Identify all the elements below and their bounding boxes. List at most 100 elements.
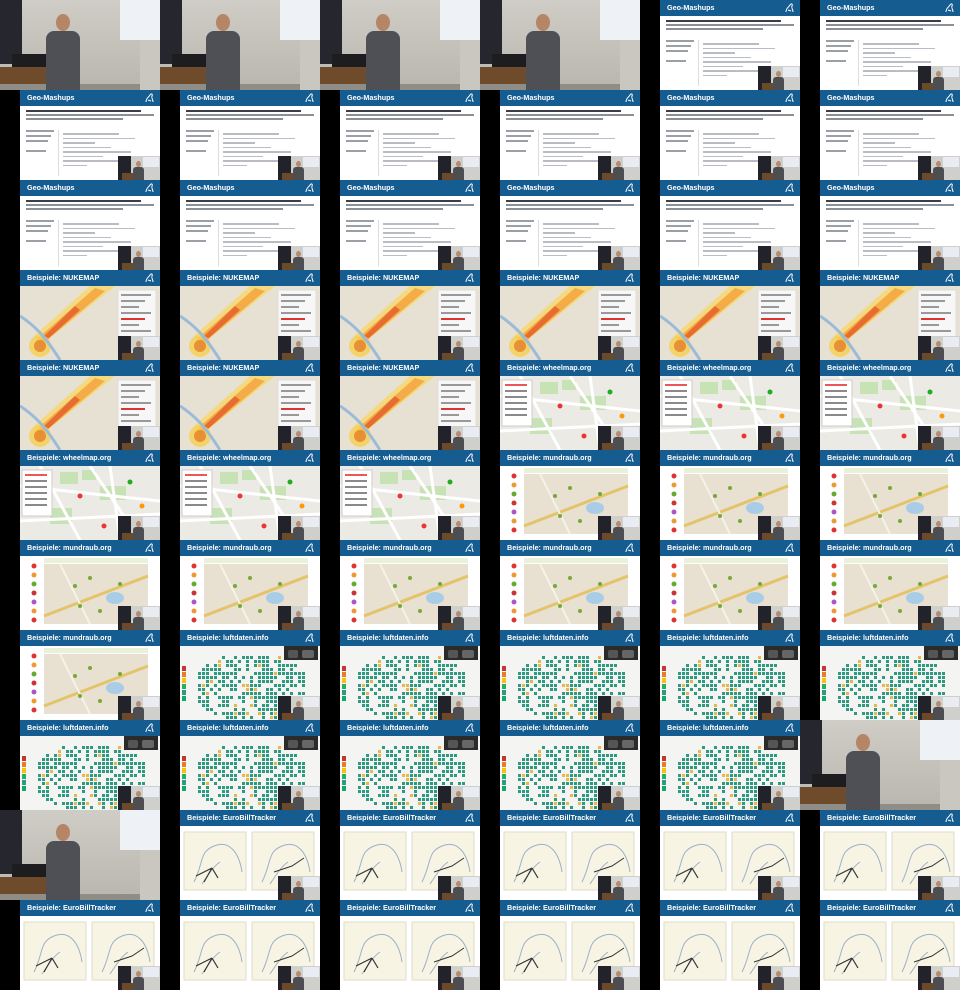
sensor-cell bbox=[930, 680, 933, 683]
thumbnail-luft: Beispiele: luftdaten.info bbox=[180, 720, 320, 810]
sensor-cell bbox=[526, 684, 529, 687]
sensor-cell bbox=[414, 786, 417, 789]
sensor-cell bbox=[734, 704, 737, 707]
sensor-cell bbox=[586, 750, 589, 753]
sensor-cell bbox=[458, 762, 461, 765]
sensor-cell bbox=[686, 782, 689, 785]
accessibility-marker bbox=[237, 493, 243, 499]
sensor-cell bbox=[762, 684, 765, 687]
fruit-legend-icon bbox=[351, 617, 357, 623]
sensor-cell bbox=[610, 680, 613, 683]
sensor-cell bbox=[426, 676, 429, 679]
sensor-cell bbox=[410, 692, 413, 695]
thumbnail-geo: Geo-Mashups bbox=[180, 90, 320, 180]
slide-header: Beispiele: mundraub.org bbox=[340, 540, 480, 556]
sensor-cell bbox=[450, 680, 453, 683]
dragon-logo-icon bbox=[945, 183, 954, 193]
pip-body bbox=[773, 977, 784, 990]
slide-header: Geo-Mashups bbox=[340, 90, 480, 106]
sensor-cell bbox=[302, 680, 305, 683]
sensor-cell bbox=[750, 676, 753, 679]
bill-path bbox=[593, 857, 625, 873]
slide-title: Beispiele: EuroBillTracker bbox=[187, 903, 277, 912]
text-line bbox=[543, 227, 615, 229]
legend-color-step bbox=[822, 684, 826, 689]
sensor-cell bbox=[390, 688, 393, 691]
sensor-cell bbox=[842, 676, 845, 679]
sensor-cell bbox=[74, 766, 77, 769]
coastline bbox=[833, 844, 883, 883]
sensor-cell bbox=[454, 774, 457, 777]
panel-text-line bbox=[121, 324, 139, 326]
sensor-cell bbox=[530, 688, 533, 691]
accessibility-marker bbox=[927, 389, 933, 395]
sensor-cell bbox=[614, 762, 617, 765]
pip-screen bbox=[623, 337, 639, 347]
sensor-cell bbox=[574, 684, 577, 687]
sensor-cell bbox=[678, 762, 681, 765]
sensor-cell bbox=[274, 794, 277, 797]
sensor-cell bbox=[522, 704, 525, 707]
sensor-cell bbox=[394, 758, 397, 761]
street bbox=[219, 563, 251, 625]
thumbnail-luft: Beispiele: luftdaten.info bbox=[500, 720, 640, 810]
sensor-cell bbox=[234, 672, 237, 675]
europe-map-frame bbox=[823, 921, 887, 981]
sensor-cell bbox=[266, 700, 269, 703]
sensor-cell bbox=[574, 704, 577, 707]
sensor-cell bbox=[290, 774, 293, 777]
sensor-cell bbox=[130, 766, 133, 769]
sensor-cell bbox=[750, 700, 753, 703]
sensor-cell bbox=[558, 660, 561, 663]
legend-color-step bbox=[182, 672, 186, 677]
park-area bbox=[540, 382, 558, 394]
logo-stroke bbox=[465, 633, 474, 643]
sensor-cell bbox=[942, 692, 945, 695]
sensor-cell bbox=[742, 716, 745, 719]
sensor-cell bbox=[54, 802, 57, 805]
sensor-cell bbox=[694, 782, 697, 785]
sensor-cell bbox=[426, 790, 429, 793]
sensor-cell bbox=[246, 664, 249, 667]
sensor-cell bbox=[102, 766, 105, 769]
speaker-pip bbox=[438, 696, 480, 720]
legend-color-step bbox=[182, 684, 186, 689]
legend-color-step bbox=[342, 786, 346, 791]
text-line bbox=[383, 160, 443, 162]
sensor-cell bbox=[562, 696, 565, 699]
slide-title: Beispiele: EuroBillTracker bbox=[507, 903, 597, 912]
sensor-cell bbox=[398, 660, 401, 663]
pip-desk bbox=[442, 353, 458, 360]
sensor-cell bbox=[918, 668, 921, 671]
sensor-cell bbox=[282, 782, 285, 785]
sensor-cell bbox=[382, 794, 385, 797]
sensor-cell bbox=[886, 656, 889, 659]
speaker-pip bbox=[918, 426, 960, 450]
pip-desk bbox=[602, 173, 618, 180]
sensor-cell bbox=[102, 762, 105, 765]
panel-text-line bbox=[281, 306, 299, 308]
legend-color-step bbox=[182, 774, 186, 779]
sensor-cell bbox=[594, 790, 597, 793]
text-line bbox=[63, 155, 103, 157]
sensor-cell bbox=[94, 762, 97, 765]
pip-body bbox=[133, 617, 144, 630]
sensor-cell bbox=[202, 794, 205, 797]
sensor-cell bbox=[698, 778, 701, 781]
sensor-cell bbox=[894, 692, 897, 695]
pip-screen bbox=[943, 157, 959, 167]
sensor-cell bbox=[846, 668, 849, 671]
bill-path bbox=[113, 947, 145, 963]
sensor-cell bbox=[358, 774, 361, 777]
pip-body bbox=[133, 977, 144, 990]
panel-text-line bbox=[441, 402, 471, 404]
sensor-cell bbox=[378, 778, 381, 781]
sensor-cell bbox=[594, 806, 597, 809]
sensor-cell bbox=[566, 782, 569, 785]
speaker-pip bbox=[278, 516, 320, 540]
fruit-marker bbox=[568, 486, 572, 490]
sensor-cell bbox=[70, 806, 73, 809]
sensor-cell bbox=[370, 676, 373, 679]
text-line bbox=[543, 155, 583, 157]
logo-stroke bbox=[945, 273, 954, 283]
